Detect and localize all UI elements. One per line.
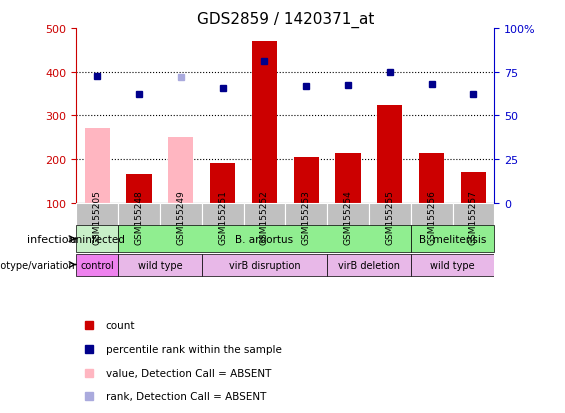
Text: GSM155248: GSM155248	[134, 190, 144, 244]
Text: GSM155255: GSM155255	[385, 190, 394, 244]
Text: B. melitensis: B. melitensis	[419, 234, 486, 244]
Text: percentile rank within the sample: percentile rank within the sample	[106, 344, 281, 354]
Text: GSM155252: GSM155252	[260, 190, 269, 244]
Text: B. arbortus: B. arbortus	[236, 234, 293, 244]
Bar	[453, 203, 494, 230]
Bar	[252, 42, 277, 203]
Bar	[160, 203, 202, 230]
Text: virB disruption: virB disruption	[229, 260, 300, 270]
Bar	[85, 128, 110, 203]
Bar	[118, 254, 202, 276]
Text: virB deletion: virB deletion	[338, 260, 400, 270]
Text: count: count	[106, 320, 135, 330]
Title: GDS2859 / 1420371_at: GDS2859 / 1420371_at	[197, 12, 374, 28]
Bar	[118, 203, 160, 230]
Text: uninfected: uninfected	[69, 234, 125, 244]
Text: GSM155205: GSM155205	[93, 190, 102, 244]
Bar	[411, 254, 494, 276]
Text: rank, Detection Call = ABSENT: rank, Detection Call = ABSENT	[106, 392, 266, 401]
Bar	[76, 225, 118, 253]
Bar	[76, 254, 118, 276]
Bar	[202, 203, 244, 230]
Bar	[411, 225, 494, 253]
Bar	[118, 225, 411, 253]
Bar	[285, 203, 327, 230]
Bar	[210, 163, 235, 203]
Bar	[369, 203, 411, 230]
Bar	[327, 254, 411, 276]
Text: GSM155253: GSM155253	[302, 190, 311, 244]
Bar	[76, 203, 118, 230]
Text: GSM155254: GSM155254	[344, 190, 353, 244]
Text: control: control	[80, 260, 114, 270]
Text: GSM155256: GSM155256	[427, 190, 436, 244]
Text: wild type: wild type	[138, 260, 182, 270]
Text: genotype/variation: genotype/variation	[0, 260, 76, 270]
Bar	[127, 175, 151, 203]
Text: GSM155251: GSM155251	[218, 190, 227, 244]
Bar	[327, 203, 369, 230]
Bar	[244, 203, 285, 230]
Text: GSM155257: GSM155257	[469, 190, 478, 244]
Bar	[336, 153, 360, 203]
Bar	[461, 173, 486, 203]
Text: wild type: wild type	[431, 260, 475, 270]
Text: infection: infection	[27, 234, 76, 244]
Bar	[168, 138, 193, 203]
Bar	[411, 203, 453, 230]
Bar	[377, 106, 402, 203]
Text: value, Detection Call = ABSENT: value, Detection Call = ABSENT	[106, 368, 271, 378]
Bar	[294, 157, 319, 203]
Bar	[202, 254, 327, 276]
Bar	[419, 153, 444, 203]
Text: GSM155249: GSM155249	[176, 190, 185, 244]
